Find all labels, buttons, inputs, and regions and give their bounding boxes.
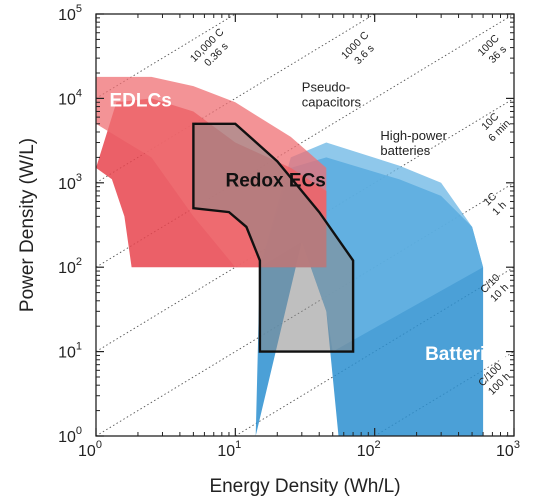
x-tick-base: 10	[496, 443, 514, 460]
annotation-high-power-batteries: High-power batteries	[380, 128, 447, 158]
y-axis-title: Power Density (W/L)	[17, 138, 38, 312]
rate-label-10-000-c: 10,000 C0.36 s	[188, 26, 231, 69]
y-tick-exp: 3	[76, 172, 82, 184]
region-redox-ecs	[192, 122, 355, 353]
x-tick-exp: 3	[514, 439, 520, 451]
y-tick-label: 104	[58, 87, 82, 108]
y-tick-base: 10	[58, 7, 76, 24]
x-tick-base: 10	[357, 443, 375, 460]
y-tick-label: 101	[58, 341, 82, 362]
x-tick-exp: 1	[235, 439, 241, 451]
y-tick-base: 10	[58, 91, 76, 108]
y-tick-base: 10	[58, 345, 76, 362]
annotation-line: batteries	[380, 143, 430, 158]
y-tick-exp: 2	[76, 256, 82, 268]
region-label-redox-ecs: Redox ECs	[225, 171, 325, 192]
rate-label-1000-c: 1000 C3.6 s	[339, 29, 377, 67]
y-tick-base: 10	[58, 429, 76, 446]
y-tick-exp: 5	[76, 3, 82, 15]
annotation-pseudo-capacitors: Pseudo-capacitors	[302, 80, 362, 110]
x-tick-exp: 2	[375, 439, 381, 451]
x-tick-base: 10	[217, 443, 235, 460]
region-label-edlcs: EDLCs	[110, 91, 172, 112]
plot-frame	[95, 13, 515, 437]
y-tick-label: 103	[58, 172, 82, 193]
region-label-batteries: Batteries	[425, 344, 506, 365]
y-tick-label: 100	[58, 425, 82, 446]
x-tick-label: 101	[217, 439, 241, 460]
y-tick-base: 10	[58, 260, 76, 277]
rate-label-1c: 1C1 h	[481, 190, 509, 218]
y-tick-label: 102	[58, 256, 82, 277]
annotation-line: capacitors	[302, 95, 362, 110]
x-tick-base: 10	[78, 443, 96, 460]
rate-line-10-000-c	[96, 14, 236, 99]
x-axis-title: Energy Density (Wh/L)	[209, 476, 400, 497]
y-tick-exp: 1	[76, 341, 82, 353]
y-tick-label: 105	[58, 3, 82, 24]
x-tick-label: 102	[357, 439, 381, 460]
x-tick-label: 103	[496, 439, 520, 460]
annotation-line: High-power	[380, 128, 447, 143]
x-tick-exp: 0	[96, 439, 102, 451]
regions	[96, 76, 484, 436]
y-tick-exp: 4	[76, 87, 82, 99]
y-tick-exp: 0	[76, 425, 82, 437]
annotation-line: Pseudo-	[302, 80, 350, 95]
x-tick-label: 100	[78, 439, 102, 460]
y-tick-base: 10	[58, 176, 76, 193]
